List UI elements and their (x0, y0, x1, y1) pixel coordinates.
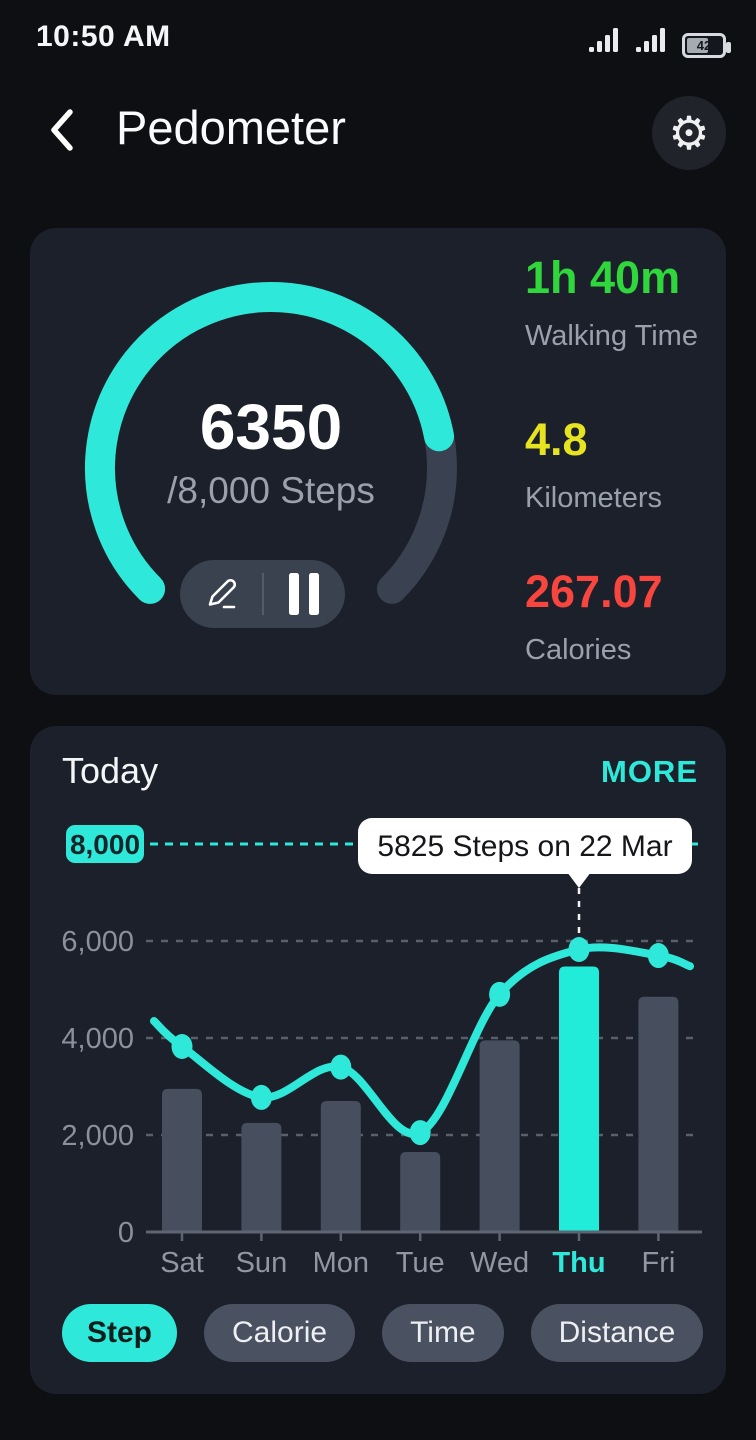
bar-tue[interactable] (400, 1151, 441, 1232)
line-point-thu (568, 936, 590, 962)
goal-badge-label: 8,000 (70, 829, 140, 860)
calories-stat: 267.07 Calories (525, 566, 735, 667)
line-point-wed (489, 981, 511, 1007)
gear-icon: ⚙ (668, 107, 710, 159)
bar-fri[interactable] (638, 996, 679, 1232)
today-title: Today (62, 750, 159, 791)
gauge-progress-arc (85, 282, 455, 604)
steps-trend-line (150, 943, 694, 1138)
tooltip-text: 5825 Steps on 22 Mar (377, 830, 672, 863)
line-point-sun (250, 1084, 272, 1110)
line-point-tue (409, 1120, 431, 1146)
line-point-mon (330, 1054, 352, 1080)
xlabel-fri: Fri (641, 1247, 675, 1279)
battery-percent: 42 (696, 38, 712, 53)
current-steps-value: 6350 (199, 391, 343, 463)
status-icons: 42 (588, 26, 731, 58)
chart-tooltip (358, 818, 692, 874)
tab-distance[interactable]: Distance (530, 1304, 704, 1362)
xlabel-wed: Wed (470, 1247, 529, 1279)
tooltip-arrow (567, 872, 591, 888)
bar-thu[interactable] (559, 966, 599, 1232)
clock-time: 10:50 AM (36, 20, 171, 53)
ytick-0: 0 (118, 1217, 134, 1249)
bar-mon[interactable] (320, 1101, 361, 1232)
walking-time-value: 1h 40m (525, 252, 681, 303)
calories-label: Calories (525, 634, 632, 666)
back-button[interactable] (38, 103, 84, 159)
tab-calorie[interactable]: Calorie (204, 1304, 356, 1362)
kilometers-value: 4.8 (525, 414, 588, 465)
battery-nub (726, 42, 731, 53)
weekly-steps-chart[interactable]: 0 2,000 4,000 6,000 8,000 Sat Sun Mon Tue Wed Thu F… (30, 800, 726, 1310)
battery-icon: 42 (682, 33, 731, 58)
steps-summary-card: 6350 /8,000 Steps 1h 40m Walking Time (30, 228, 726, 695)
page-title: Pedometer (116, 101, 346, 154)
gauge-center-text: 6350 /8,000 Steps (61, 392, 481, 512)
line-point-fri (647, 943, 669, 969)
edit-goal-button[interactable] (180, 560, 262, 628)
pencil-icon (201, 573, 241, 616)
more-link[interactable]: MORE (601, 754, 698, 789)
cellular-signal-icon (588, 26, 622, 58)
line-point-sat (171, 1033, 193, 1059)
status-bar: 10:50 AM 42 (0, 0, 756, 76)
gauge-action-pill (180, 560, 345, 628)
chevron-left-icon (44, 106, 78, 157)
kilometers-label: Kilometers (525, 482, 662, 514)
ytick-2000: 2,000 (61, 1120, 134, 1152)
steps-gauge (85, 282, 457, 604)
xlabel-mon: Mon (313, 1247, 369, 1279)
walking-time-stat: 1h 40m Walking Time (525, 252, 735, 353)
metric-tabs: Step Calorie Time Distance (62, 1304, 704, 1362)
pause-tracking-button[interactable] (264, 560, 346, 628)
kilometers-stat: 4.8 Kilometers (525, 414, 735, 515)
tab-step[interactable]: Step (62, 1304, 178, 1362)
xlabel-tue: Tue (396, 1247, 445, 1279)
settings-button[interactable]: ⚙ (652, 96, 726, 170)
pill-divider (261, 573, 264, 615)
pause-icon (289, 573, 320, 615)
xlabel-thu: Thu (552, 1247, 605, 1279)
bar-sun[interactable] (241, 1122, 282, 1232)
tab-time[interactable]: Time (382, 1304, 504, 1362)
bar-sat[interactable] (162, 1088, 202, 1232)
steps-goal-label: /8,000 Steps (167, 470, 375, 511)
ytick-6000: 6,000 (61, 926, 134, 958)
today-chart-card: Today MORE 0 2,000 4,000 6,000 8,000 Sat Sun Mo… (30, 726, 726, 1394)
xlabel-sat: Sat (160, 1247, 204, 1279)
walking-time-label: Walking Time (525, 320, 698, 352)
calories-value: 267.07 (525, 566, 663, 617)
goal-badge (66, 825, 144, 863)
ytick-4000: 4,000 (61, 1023, 134, 1055)
bar-wed[interactable] (479, 1040, 520, 1232)
cellular-signal-icon-2 (635, 26, 669, 58)
battery-fill (687, 38, 708, 53)
xlabel-sun: Sun (236, 1247, 288, 1279)
